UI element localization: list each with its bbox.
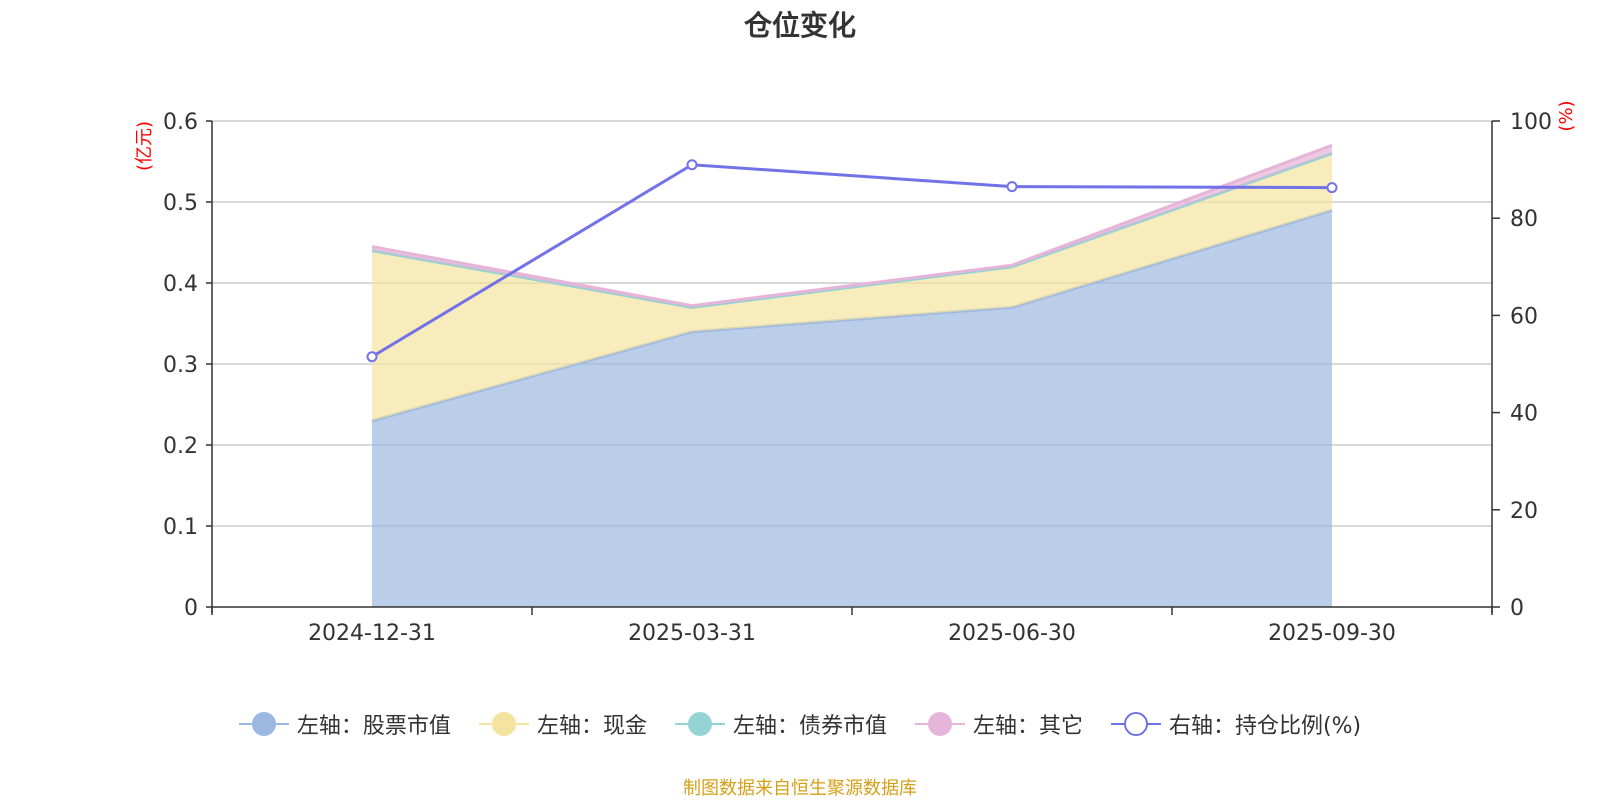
- left-tick-label: 0.6: [163, 110, 198, 135]
- left-tick-label: 0.5: [163, 191, 198, 216]
- chart-legend: 左轴：股票市值 左轴：现金 左轴：债券市值 左轴：其它 右轴：持仓比例(%): [0, 708, 1600, 740]
- ratio-point[interactable]: [366, 351, 378, 363]
- left-tick-label: 0: [184, 596, 198, 621]
- ratio-line: [371, 163, 1333, 358]
- legend-label: 右轴：持仓比例(%): [1168, 714, 1362, 739]
- legend-marker-icon: [1110, 711, 1161, 737]
- legend-label: 左轴：现金: [536, 714, 647, 739]
- legend-label: 左轴：股票市值: [296, 714, 451, 739]
- ratio-point[interactable]: [1326, 182, 1338, 194]
- source-note: 制图数据来自恒生聚源数据库: [683, 778, 917, 799]
- left-tick-label: 0.4: [163, 272, 198, 297]
- right-tick-label: 100: [1510, 110, 1552, 135]
- legend-item[interactable]: 左轴：股票市值: [238, 708, 451, 740]
- right-tick-label: 60: [1510, 304, 1538, 329]
- legend-marker-icon: [914, 711, 965, 737]
- right-axis-label: (%): [1556, 100, 1577, 131]
- area-fill: [372, 210, 1332, 607]
- legend-marker-icon: [238, 711, 289, 737]
- legend-item[interactable]: 左轴：现金: [478, 708, 647, 740]
- left-tick-label: 0.2: [163, 434, 198, 459]
- x-tick-label: 2025-03-31: [628, 621, 756, 646]
- x-tick-label: 2024-12-31: [308, 621, 436, 646]
- axes: 0 0.1 0.2 0.3 0.4 0.5 0.6 0 20 40 60 80 100 2024-12-3…: [163, 110, 1552, 646]
- left-axis-label: (亿元): [134, 121, 155, 171]
- chart-title: 仓位变化: [743, 9, 856, 42]
- line-series-layer: [366, 159, 1338, 363]
- right-tick-label: 80: [1510, 207, 1538, 232]
- area-edge-line: [371, 143, 1333, 308]
- ratio-point[interactable]: [686, 159, 698, 171]
- right-tick-label: 0: [1510, 596, 1524, 621]
- left-tick-label: 0.3: [163, 353, 198, 378]
- right-tick-label: 40: [1510, 402, 1538, 427]
- ratio-point[interactable]: [1006, 181, 1018, 193]
- legend-label: 左轴：其它: [972, 714, 1083, 739]
- right-tick-label: 20: [1510, 499, 1538, 524]
- legend-item[interactable]: 右轴：持仓比例(%): [1110, 708, 1362, 740]
- legend-item[interactable]: 左轴：债券市值: [674, 708, 887, 740]
- x-tick-label: 2025-06-30: [948, 621, 1076, 646]
- area-series-layer: [371, 143, 1333, 607]
- chart-svg: 0 0.1 0.2 0.3 0.4 0.5 0.6 0 20 40 60 80 100 2024-12-3…: [134, 100, 1577, 646]
- legend-item[interactable]: 左轴：其它: [914, 708, 1083, 740]
- legend-marker-icon: [674, 711, 725, 737]
- legend-marker-icon: [478, 711, 529, 737]
- x-tick-label: 2025-09-30: [1268, 621, 1396, 646]
- legend-label: 左轴：债券市值: [732, 714, 887, 739]
- left-tick-label: 0.1: [163, 515, 198, 540]
